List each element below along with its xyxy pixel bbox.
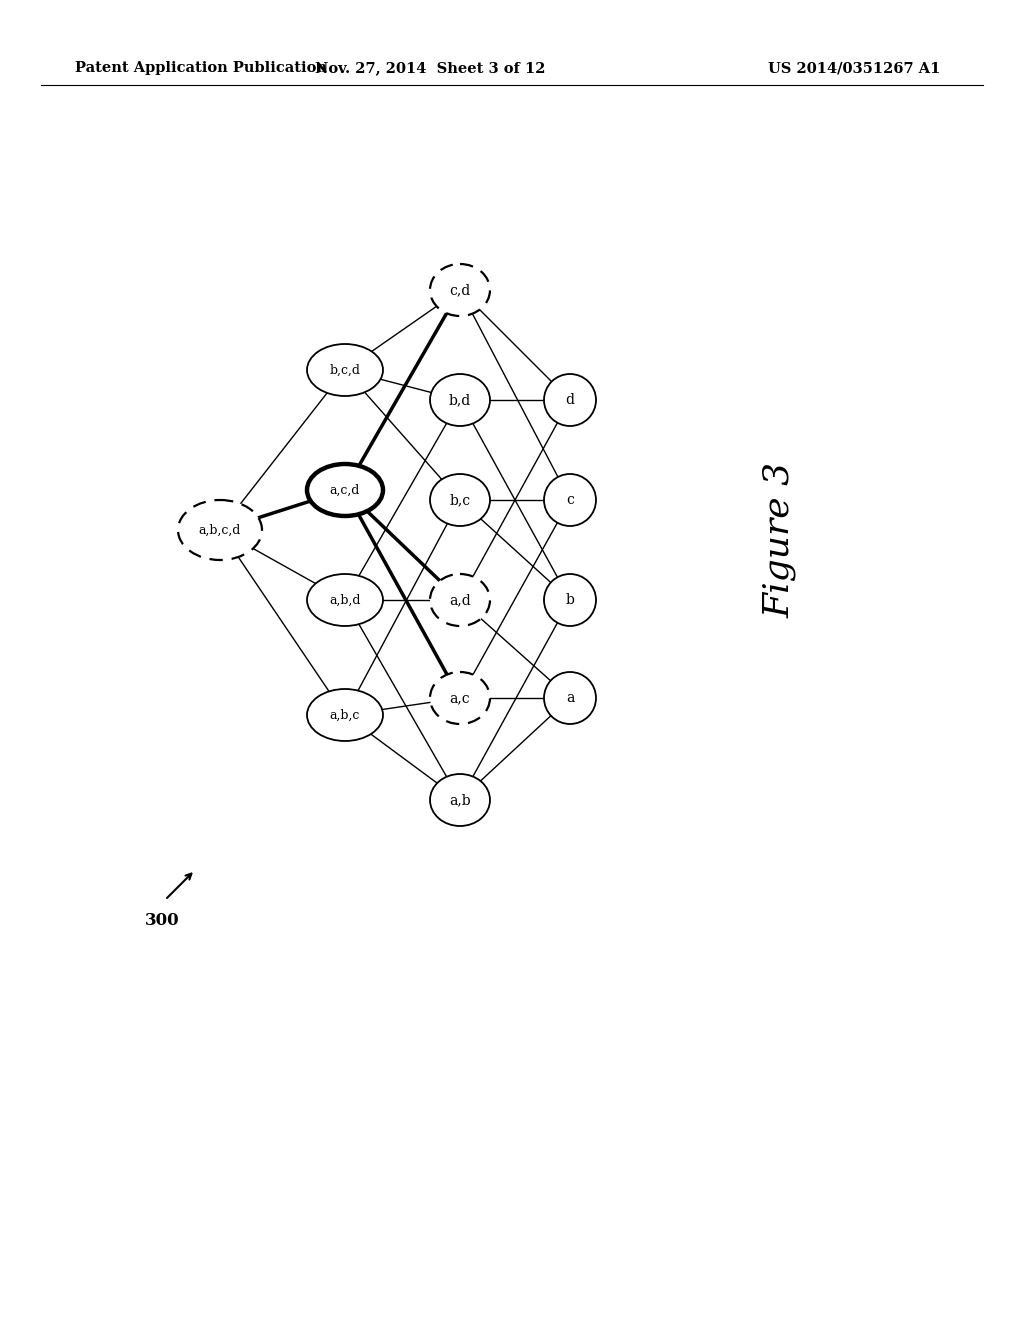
Text: Patent Application Publication: Patent Application Publication <box>75 61 327 75</box>
Text: 300: 300 <box>145 912 179 929</box>
Ellipse shape <box>544 474 596 525</box>
Ellipse shape <box>430 474 490 525</box>
Ellipse shape <box>430 774 490 826</box>
Ellipse shape <box>544 574 596 626</box>
Ellipse shape <box>544 374 596 426</box>
Text: Figure 3: Figure 3 <box>763 462 797 618</box>
Text: c: c <box>566 492 573 507</box>
Ellipse shape <box>178 500 262 560</box>
Text: a,b,d: a,b,d <box>330 594 360 606</box>
Text: US 2014/0351267 A1: US 2014/0351267 A1 <box>768 61 940 75</box>
Ellipse shape <box>430 264 490 315</box>
Text: b,d: b,d <box>449 393 471 407</box>
Text: a,b,c,d: a,b,c,d <box>199 524 242 536</box>
Text: b,c: b,c <box>450 492 471 507</box>
Text: a,b,c: a,b,c <box>330 709 360 722</box>
Text: a,d: a,d <box>450 593 471 607</box>
Ellipse shape <box>430 374 490 426</box>
Text: a,c: a,c <box>450 690 470 705</box>
Ellipse shape <box>307 345 383 396</box>
Ellipse shape <box>307 574 383 626</box>
Ellipse shape <box>307 465 383 516</box>
Text: a: a <box>566 690 574 705</box>
Ellipse shape <box>430 574 490 626</box>
Text: b: b <box>565 593 574 607</box>
Text: a,c,d: a,c,d <box>330 483 360 496</box>
Text: Nov. 27, 2014  Sheet 3 of 12: Nov. 27, 2014 Sheet 3 of 12 <box>314 61 545 75</box>
Ellipse shape <box>307 689 383 741</box>
Text: b,c,d: b,c,d <box>330 363 360 376</box>
Ellipse shape <box>430 672 490 723</box>
Ellipse shape <box>544 672 596 723</box>
Text: c,d: c,d <box>450 282 471 297</box>
Text: a,b: a,b <box>450 793 471 807</box>
Text: d: d <box>565 393 574 407</box>
